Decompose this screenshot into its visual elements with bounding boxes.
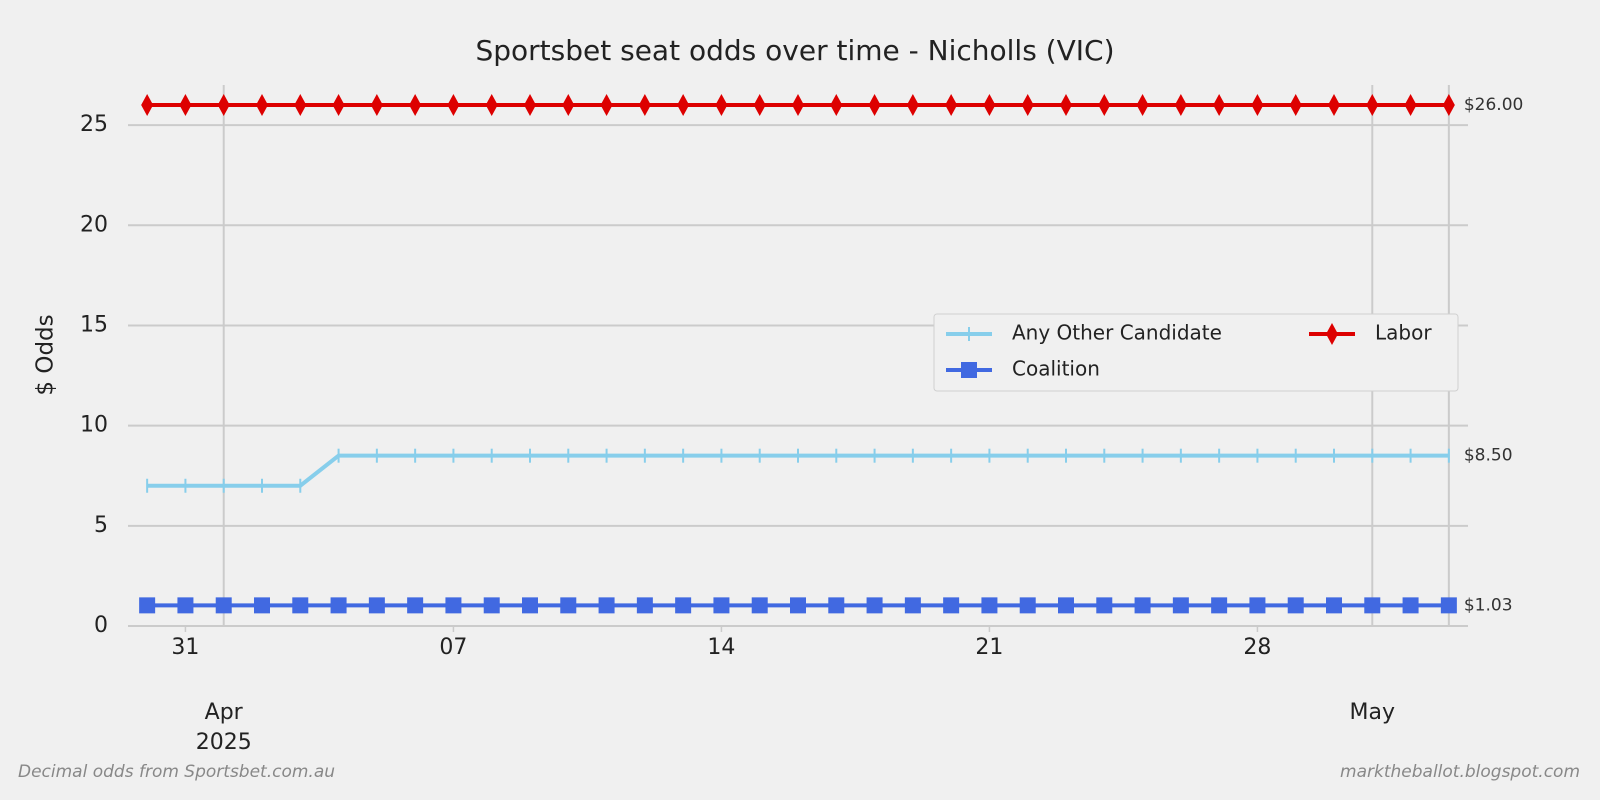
marker [1326, 323, 1338, 345]
marker [1174, 94, 1187, 117]
marker [330, 597, 347, 614]
footer-site: marktheballot.blogspot.com [1340, 762, 1580, 782]
legend-label: Coalition [1012, 357, 1100, 381]
end-label: $8.50 [1464, 446, 1513, 466]
marker [483, 597, 500, 614]
marker [1328, 94, 1340, 117]
marker [217, 94, 230, 117]
marker [904, 597, 921, 614]
legend: Any Other Candidate Coalition Labor [933, 313, 1459, 392]
y-axis-label: $ Odds [33, 314, 59, 395]
marker [215, 597, 232, 614]
marker [638, 94, 651, 117]
marker [713, 597, 730, 614]
marker [562, 94, 575, 117]
y-tick-label: 15 [80, 312, 108, 337]
marker [828, 597, 845, 614]
marker [1211, 597, 1228, 614]
marker [753, 94, 766, 117]
marker [1134, 597, 1151, 614]
marker [1251, 94, 1264, 117]
footer-source: Decimal odds from Sportsbet.com.au [18, 762, 335, 782]
marker [1172, 597, 1189, 614]
marker [981, 597, 998, 614]
marker [677, 94, 690, 117]
marker [1366, 94, 1379, 117]
marker [524, 94, 536, 117]
marker [485, 94, 498, 117]
marker [179, 94, 192, 117]
y-tick-label: 0 [94, 613, 108, 638]
x-tick-label: 07 [439, 635, 467, 660]
marker [1098, 94, 1111, 117]
marker [868, 94, 881, 117]
marker [715, 94, 728, 117]
marker [445, 597, 462, 614]
marker [790, 597, 806, 614]
x-tick-label-major: May [1350, 700, 1395, 725]
marker [943, 597, 960, 614]
marker [368, 597, 385, 614]
chart-title: Sportsbet seat odds over time - Nicholls… [475, 34, 1114, 67]
marker [409, 94, 422, 117]
marker [792, 94, 804, 117]
legend-label: Any Other Candidate [1012, 321, 1222, 345]
marker [961, 362, 977, 378]
marker [370, 94, 383, 117]
marker [522, 597, 538, 614]
x-tick-label-major: Apr 2025 [196, 700, 252, 755]
marker [332, 94, 345, 117]
marker [1442, 94, 1455, 117]
marker [1364, 597, 1381, 614]
marker [983, 94, 996, 117]
marker [751, 597, 768, 614]
y-tick-label: 25 [80, 112, 108, 137]
marker [254, 597, 270, 614]
marker [1440, 597, 1457, 614]
marker [447, 94, 460, 117]
marker [294, 94, 307, 117]
legend-label: Labor [1375, 321, 1432, 345]
y-tick-label: 20 [80, 212, 108, 237]
marker [1213, 94, 1226, 117]
marker [1402, 597, 1419, 614]
marker [256, 94, 268, 117]
marker [292, 597, 309, 614]
y-tick-label: 5 [94, 513, 108, 538]
marker [407, 597, 424, 614]
marker [1136, 94, 1149, 117]
marker [1060, 94, 1072, 117]
marker [1326, 597, 1342, 614]
end-label: $1.03 [1464, 595, 1513, 615]
marker [177, 597, 194, 614]
marker [141, 94, 154, 117]
marker [1249, 597, 1266, 614]
marker [1404, 94, 1417, 117]
marker [1287, 597, 1304, 614]
end-label: $26.00 [1464, 95, 1523, 115]
marker [598, 597, 615, 614]
marker [636, 597, 653, 614]
y-tick-label: 10 [80, 413, 108, 438]
marker [139, 597, 156, 614]
marker [675, 597, 692, 614]
marker [866, 597, 883, 614]
x-tick-label: 28 [1243, 635, 1271, 660]
x-tick-label: 14 [707, 635, 735, 660]
marker [945, 94, 958, 117]
marker [1096, 597, 1113, 614]
x-tick-label: 21 [975, 635, 1003, 660]
marker [1058, 597, 1074, 614]
marker [560, 597, 577, 614]
marker [906, 94, 919, 117]
marker [600, 94, 613, 117]
x-tick-label: 31 [171, 635, 199, 660]
marker [1021, 94, 1034, 117]
marker [1289, 94, 1302, 117]
marker [830, 94, 843, 117]
marker [1019, 597, 1036, 614]
